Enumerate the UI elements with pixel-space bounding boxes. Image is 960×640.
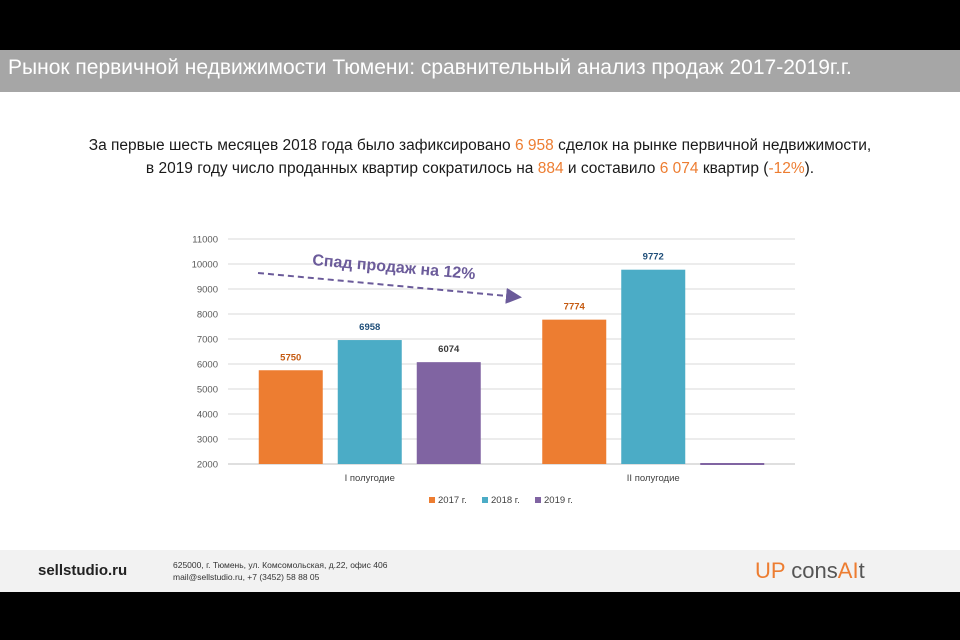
legend-label: 2018 г. (491, 495, 520, 506)
bar (258, 370, 323, 464)
y-tick-label: 9000 (197, 285, 218, 296)
trend-arrow (257, 272, 522, 304)
data-label: 6074 (438, 344, 460, 355)
y-tick-label: 3000 (197, 435, 218, 446)
legend-swatch (482, 497, 488, 503)
y-tick-label: 6000 (197, 360, 218, 371)
bar (416, 362, 481, 464)
summary-line-2-part-a: в 2019 году число проданных квартир сокр… (145, 160, 538, 177)
data-label: 5750 (280, 352, 301, 363)
y-tick-label: 2000 (197, 460, 218, 471)
y-tick-label: 7000 (197, 335, 218, 346)
y-tick-label: 11000 (192, 235, 218, 246)
legend-label: 2017 г. (438, 495, 467, 506)
data-label: 9772 (643, 252, 664, 263)
summary-line-2-part-b: и составило (563, 160, 660, 177)
category-label: II полугодие (627, 473, 680, 484)
y-tick-label: 5000 (197, 385, 218, 396)
y-tick-label: 8000 (197, 310, 218, 321)
footer-site-link[interactable]: sellstudio.ru (38, 562, 128, 579)
legend-swatch (535, 497, 541, 503)
logo-ai: AI (837, 558, 859, 583)
logo-up: UP (755, 558, 786, 583)
data-label: 6958 (359, 322, 380, 333)
summary-text: За первые шесть месяцев 2018 года было з… (0, 134, 960, 180)
footer-address-block: 625000, г. Тюмень, ул. Комсомольская, д.… (173, 559, 387, 583)
annotation-text: Спад продаж на 12% (312, 252, 476, 283)
data-label: 7774 (564, 302, 586, 313)
logo-t: t (858, 558, 865, 583)
footer: sellstudio.ru 625000, г. Тюмень, ул. Ком… (0, 550, 960, 592)
logo-cons: cons (785, 558, 838, 583)
slide-title: Рынок первичной недвижимости Тюмени: сра… (8, 56, 852, 79)
legend-swatch (429, 497, 435, 503)
bar (621, 269, 686, 464)
category-label: I полугодие (345, 473, 395, 484)
summary-line-2-part-c: квартир ( (698, 160, 769, 177)
footer-address: 625000, г. Тюмень, ул. Комсомольская, д.… (173, 560, 388, 570)
summary-line-2-part-d: ). (804, 160, 815, 177)
summary-deals-2019: 6 074 (659, 160, 699, 177)
bar (542, 319, 607, 464)
company-logo: UP consAIt (755, 558, 865, 584)
summary-line-1: За первые шесть месяцев 2018 года было з… (0, 134, 960, 157)
bar (337, 340, 402, 464)
y-tick-label: 10000 (192, 260, 218, 271)
y-tick-label: 4000 (197, 410, 218, 421)
summary-decrease: 884 (537, 160, 564, 177)
summary-line-1-part-a: За первые шесть месяцев 2018 года было з… (88, 137, 515, 154)
sales-bar-chart: 2000 3000 4000 5000 6000 7000 8000 9000 10000 110… (192, 235, 795, 506)
title-bar: Рынок первичной недвижимости Тюмени: сра… (0, 50, 960, 92)
slide: Рынок первичной недвижимости Тюмени: сра… (0, 50, 960, 592)
summary-line-1-part-b: сделок на рынке первичной недвижимости, (553, 137, 872, 154)
summary-line-2: в 2019 году число проданных квартир сокр… (0, 157, 960, 180)
summary-percent: -12% (768, 160, 805, 177)
legend-label: 2019 г. (544, 495, 573, 506)
footer-contacts: mail@sellstudio.ru, +7 (3452) 58 88 05 (173, 572, 320, 582)
summary-deals-2018: 6 958 (514, 137, 554, 154)
